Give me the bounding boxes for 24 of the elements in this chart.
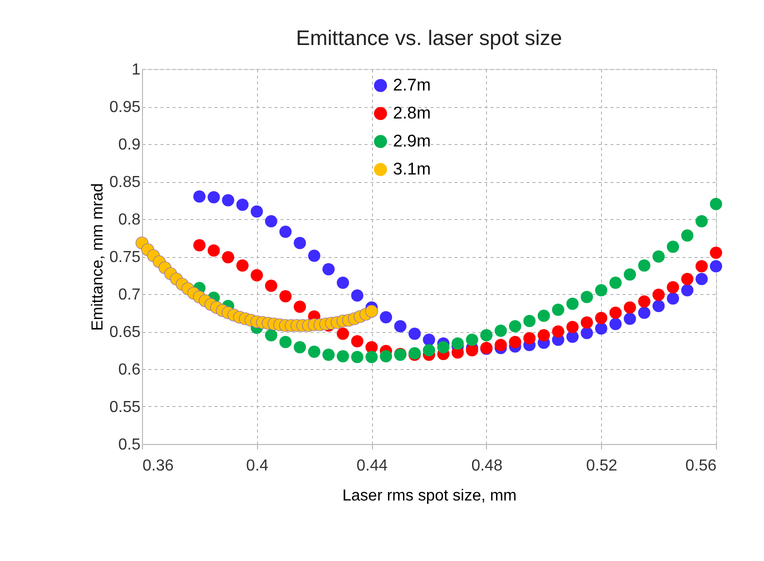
- y-tick-label: 0.95: [109, 99, 141, 116]
- legend-label: 2.8m: [393, 104, 431, 122]
- y-tick-label: 0.9: [118, 136, 141, 154]
- x-axis-title: Laser rms spot size, mm: [342, 488, 517, 504]
- y-tick-label: 0.7: [118, 286, 141, 304]
- legend-label: 2.9m: [393, 132, 431, 150]
- x-tick-label: 0.48: [471, 458, 503, 474]
- x-tick-label: 0.44: [356, 458, 388, 474]
- y-tick-label: 0.55: [109, 399, 141, 416]
- y-tick-label: 1: [132, 62, 141, 78]
- y-tick-label: 0.5: [118, 436, 141, 454]
- legend-label: 2.7m: [393, 76, 431, 94]
- y-tick-label: 0.65: [109, 324, 141, 341]
- y-tick-label: 0.8: [118, 212, 141, 228]
- y-tick-label: 0.6: [118, 362, 141, 378]
- legend-label: 3.1m: [393, 160, 431, 178]
- x-tick-label: 0.56: [685, 458, 717, 474]
- y-axis-title: Emittance, mm mrad: [89, 183, 106, 331]
- x-tick-label: 0.36: [142, 458, 174, 474]
- y-tick-label: 0.85: [109, 174, 141, 191]
- chart-title: Emittance vs. laser spot size: [296, 27, 562, 50]
- x-tick-label: 0.52: [586, 458, 618, 474]
- x-tick-label: 0.4: [246, 458, 269, 474]
- y-tick-label: 0.75: [109, 249, 141, 266]
